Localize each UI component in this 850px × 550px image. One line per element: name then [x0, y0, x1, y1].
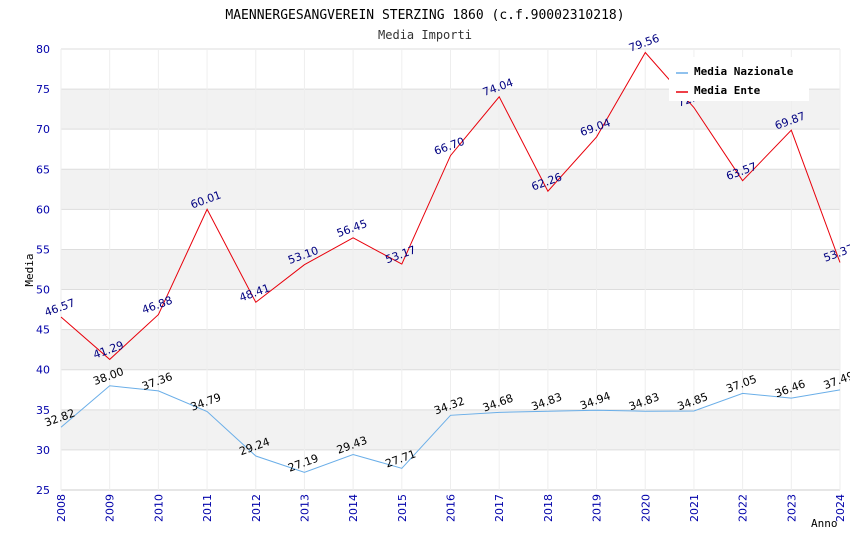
legend-label-media-ente: Media Ente [694, 84, 761, 97]
x-tick-label: 2010 [152, 494, 165, 522]
y-tick-label: 70 [36, 123, 50, 136]
x-tick-label: 2012 [250, 494, 263, 522]
legend: Media Nazionale Media Ente [669, 57, 809, 101]
x-tick-label: 2009 [104, 494, 117, 522]
series-line-media-ente [60, 51, 841, 361]
x-tick-label: 2016 [445, 494, 458, 522]
x-tick-label: 2008 [55, 494, 68, 522]
axes [60, 49, 841, 491]
chart-title: MAENNERGESANGVEREIN STERZING 1860 (c.f.9… [225, 8, 624, 23]
y-tick-label: 30 [36, 444, 50, 457]
y-tick-label: 60 [36, 203, 50, 216]
x-tick-label: 2014 [347, 494, 360, 522]
series-line-media-nazionale [60, 385, 841, 473]
y-tick-label: 25 [36, 484, 50, 497]
y-tick-labels: 25 30 35 40 45 50 55 60 65 70 75 80 [36, 43, 50, 497]
y-tick-label: 40 [36, 364, 50, 377]
legend-background [669, 57, 809, 101]
y-tick-label: 80 [36, 43, 50, 56]
y-tick-label: 45 [36, 324, 50, 337]
x-tick-label: 2018 [542, 494, 555, 522]
x-tick-labels: 2008 2009 2010 2011 2012 2013 2014 2015 2016 2017… [55, 494, 847, 522]
y-tick-label: 65 [36, 163, 50, 176]
legend-label-media-nazionale: Media Nazionale [694, 65, 794, 78]
x-tick-label: 2020 [639, 494, 652, 522]
x-axis-label: Anno [811, 517, 838, 530]
x-tick-label: 2011 [201, 494, 214, 522]
x-tick-label: 2013 [298, 494, 311, 522]
chart-subtitle: Media Importi [378, 28, 472, 42]
y-tick-label: 75 [36, 83, 50, 96]
series-lines [60, 51, 841, 473]
x-tick-label: 2023 [785, 494, 798, 522]
x-tick-label: 2024 [834, 494, 847, 522]
x-tick-label: 2022 [737, 494, 750, 522]
x-tick-label: 2019 [591, 494, 604, 522]
x-tick-label: 2015 [396, 494, 409, 522]
y-tick-label: 35 [36, 404, 50, 417]
y-tick-label: 50 [36, 284, 50, 297]
x-tick-label: 2017 [493, 494, 506, 522]
x-tick-label: 2021 [688, 494, 701, 522]
y-axis-label: Media [23, 253, 36, 286]
y-tick-label: 55 [36, 243, 50, 256]
